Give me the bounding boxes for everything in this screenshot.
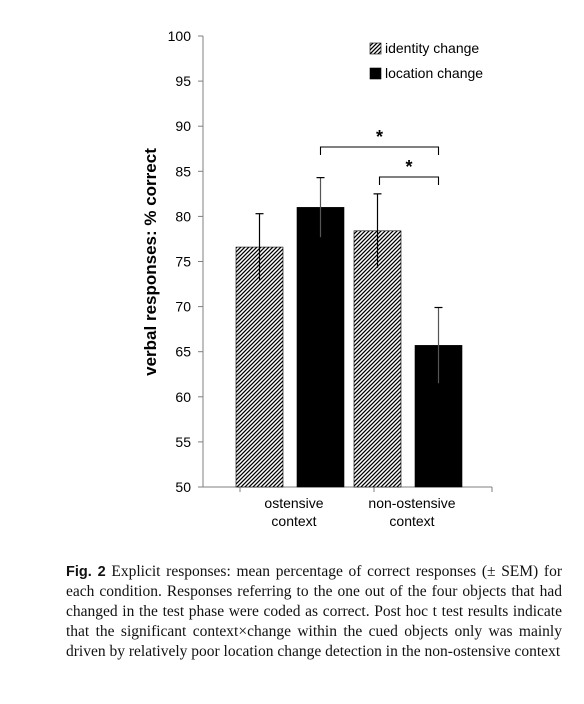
y-axis-label: verbal responses: % correct (141, 148, 160, 376)
y-tick-label: 85 (175, 163, 191, 179)
y-tick-label: 100 (168, 28, 192, 44)
bar-identity-change-ostensive (235, 246, 284, 488)
legend: identity change location change (369, 40, 483, 81)
y-tick-label: 50 (175, 479, 191, 495)
figure-label: Fig. 2 (66, 564, 106, 580)
error-bars (255, 177, 443, 384)
y-tick-label: 75 (175, 254, 191, 270)
bar-chart: 50 55 60 65 70 75 80 85 90 95 100 ostensive context n… (141, 28, 493, 529)
y-tick-label: 65 (175, 344, 191, 360)
figure-caption: Fig. 2 Explicit responses: mean percenta… (66, 562, 562, 662)
x-tick-label: context (271, 513, 316, 529)
axes: 50 55 60 65 70 75 80 85 90 95 100 ostensive context n… (168, 28, 493, 529)
y-tick-label: 90 (175, 118, 191, 134)
legend-swatch (369, 67, 382, 80)
x-tick-label: non-ostensive (368, 495, 455, 511)
bars (235, 207, 463, 488)
bar-location-change-ostensive (296, 207, 345, 488)
legend-label: identity change (385, 40, 479, 56)
x-tick-label: context (389, 513, 434, 529)
legend-label: location change (385, 65, 483, 81)
x-tick-label: ostensive (264, 495, 323, 511)
y-tick-label: 80 (175, 208, 191, 224)
y-tick-label: 95 (175, 73, 191, 89)
significance-brackets: ** (319, 127, 440, 185)
y-tick-label: 60 (175, 389, 191, 405)
y-tick-label: 70 (175, 299, 191, 315)
legend-swatch (369, 42, 382, 55)
y-tick-label: 55 (175, 434, 191, 450)
significance-star: * (405, 157, 412, 177)
figure-caption-text: Explicit responses: mean percentage of c… (66, 563, 562, 660)
significance-bracket (319, 146, 440, 155)
significance-star: * (376, 127, 383, 147)
significance-bracket (378, 176, 440, 185)
bar-identity-change-non-ostensive (353, 230, 402, 488)
